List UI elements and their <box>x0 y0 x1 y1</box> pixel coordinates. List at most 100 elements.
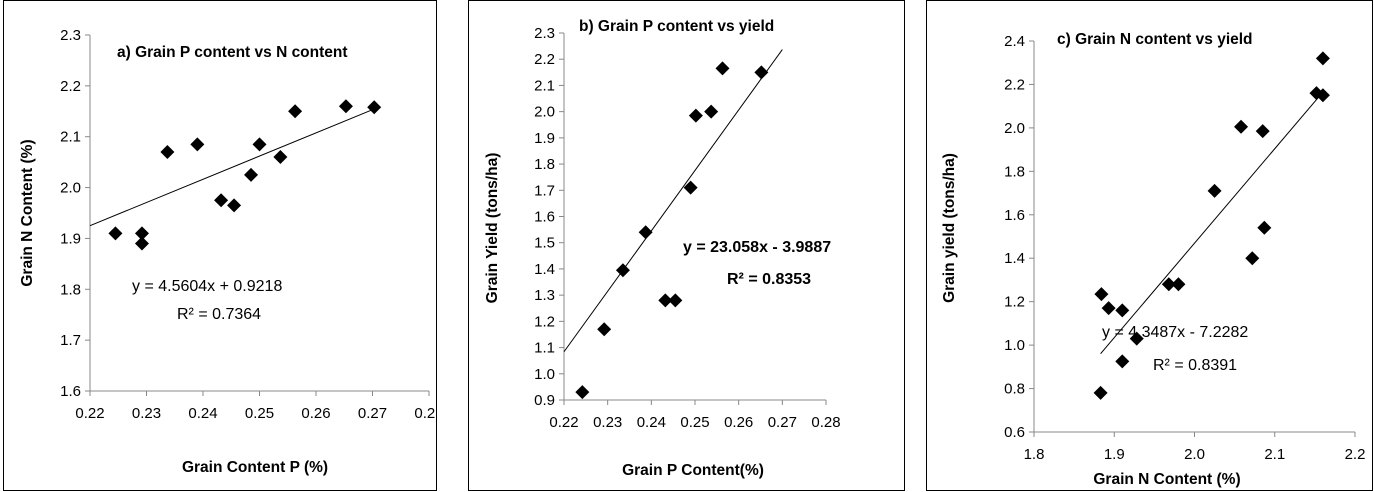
chart-b-y-tick-label: 1.5 <box>534 235 555 252</box>
chart-b-x-tick-label: 0.22 <box>549 414 578 431</box>
chart-panel-a: a) Grain P content vs N content y = 4.56… <box>3 0 437 491</box>
chart-b-x-tick-label: 0.25 <box>680 414 709 431</box>
chart-c-point <box>1245 251 1260 266</box>
chart-c-y-tick-label: 1.0 <box>1004 337 1025 354</box>
chart-c-title: c) Grain N content vs yield <box>1057 31 1253 48</box>
chart-c-x-tick-label: 2.2 <box>1345 446 1366 463</box>
chart-c-point <box>1161 277 1176 292</box>
chart-c-point <box>1207 183 1222 198</box>
chart-a-x-tick-label: 0.24 <box>188 405 217 422</box>
chart-b-point <box>638 225 653 240</box>
chart-b-point <box>668 293 683 308</box>
chart-b-svg: b) Grain P content vs yield y = 23.058x … <box>484 18 841 479</box>
chart-b-point <box>754 65 769 80</box>
chart-c-x-tick-label: 2.1 <box>1264 446 1285 463</box>
chart-c-point <box>1129 331 1144 346</box>
chart-c-y-tick-label: 2.0 <box>1004 120 1025 137</box>
chart-c-y-tick-label: 2.4 <box>1004 33 1025 50</box>
chart-c-y-tick-label: 0.6 <box>1004 424 1025 441</box>
chart-panel-b: b) Grain P content vs yield y = 23.058x … <box>468 0 905 491</box>
chart-b-y-tick-label: 1.9 <box>534 130 555 147</box>
chart-b-y-tick-label: 2.2 <box>534 51 555 68</box>
chart-b-xlabel: Grain P Content(%) <box>622 462 764 479</box>
chart-a-equation: y = 4.5604x + 0.9218 <box>132 278 282 295</box>
chart-c-point <box>1257 220 1272 235</box>
chart-b-point <box>688 108 703 123</box>
chart-c-y-tick-label: 1.8 <box>1004 163 1025 180</box>
chart-a-trendline <box>89 109 373 227</box>
chart-b-ylabel: Grain Yield (tons/ha) <box>484 153 501 304</box>
chart-b-y-tick-label: 1.6 <box>534 209 555 226</box>
chart-a-point <box>338 99 353 114</box>
chart-c-x-tick-label: 1.8 <box>1024 446 1045 463</box>
chart-a-x-tick-label: 0.28 <box>414 405 436 422</box>
chart-b-point <box>575 385 590 400</box>
chart-c-y-tick-label: 2.2 <box>1004 76 1025 93</box>
chart-a-y-tick-label: 1.6 <box>60 383 81 400</box>
chart-a-x-tick-label: 0.27 <box>358 405 387 422</box>
chart-b-y-tick-label: 2.0 <box>534 104 555 121</box>
chart-a-point <box>160 144 175 159</box>
chart-b-point <box>597 322 612 337</box>
chart-c-y-tick-label: 1.2 <box>1004 294 1025 311</box>
chart-b-x-tick-label: 0.23 <box>593 414 622 431</box>
chart-a-x-tick-label: 0.26 <box>301 405 330 422</box>
chart-b-title: b) Grain P content vs yield <box>579 18 774 35</box>
chart-c-y-tick-label: 0.8 <box>1004 381 1025 398</box>
chart-c-x-tick-label: 2.0 <box>1184 446 1205 463</box>
chart-a-point <box>252 137 267 152</box>
chart-a-xlabel: Grain Content P (%) <box>182 459 328 476</box>
chart-b-point <box>704 104 719 119</box>
chart-b-point <box>683 180 698 195</box>
chart-a-y-tick-label: 2.2 <box>60 78 81 95</box>
chart-b-y-tick-label: 1.1 <box>534 340 555 357</box>
chart-b-equation: y = 23.058x - 3.9887 <box>683 239 831 256</box>
chart-a-point <box>134 236 149 251</box>
chart-c-xlabel: Grain N Content (%) <box>1093 471 1240 488</box>
chart-a-x-tick-label: 0.23 <box>132 405 161 422</box>
chart-c-point <box>1171 277 1186 292</box>
chart-c-svg: c) Grain N content vs yield y = 4.3487x … <box>941 31 1366 488</box>
chart-a-point <box>134 226 149 241</box>
chart-b-y-tick-label: 1.2 <box>534 313 555 330</box>
chart-b-point <box>658 293 673 308</box>
chart-a-point <box>190 137 205 152</box>
chart-a-title: a) Grain P content vs N content <box>117 44 348 61</box>
chart-a-x-tick-label: 0.22 <box>75 405 104 422</box>
chart-c-point <box>1115 303 1130 318</box>
chart-a-point <box>108 226 123 241</box>
chart-c-x-tick-label: 1.9 <box>1104 446 1125 463</box>
chart-c-point <box>1115 354 1130 369</box>
chart-a-point <box>273 150 288 165</box>
chart-a-ylabel: Grain N Content (%) <box>19 139 36 286</box>
chart-a-point <box>227 198 242 213</box>
chart-c-point <box>1093 385 1108 400</box>
chart-c-trendline <box>1100 91 1324 355</box>
chart-b-y-tick-label: 1.4 <box>534 261 555 278</box>
chart-b-y-tick-label: 1.7 <box>534 182 555 199</box>
chart-b-point <box>615 263 630 278</box>
chart-c-r2: R² = 0.8391 <box>1153 357 1237 374</box>
chart-a-y-tick-label: 2.0 <box>60 180 81 197</box>
chart-c-point <box>1234 119 1249 134</box>
chart-a-y-tick-label: 2.3 <box>60 27 81 44</box>
chart-a-y-tick-label: 1.9 <box>60 230 81 247</box>
chart-b-point <box>715 61 730 76</box>
chart-b-y-tick-label: 1.0 <box>534 366 555 383</box>
chart-b-y-tick-label: 2.3 <box>534 25 555 42</box>
chart-a-point <box>367 100 382 115</box>
chart-b-x-tick-label: 0.27 <box>768 414 797 431</box>
chart-b-x-tick-label: 0.26 <box>724 414 753 431</box>
chart-c-y-tick-label: 1.4 <box>1004 250 1025 267</box>
chart-b-y-tick-label: 1.8 <box>534 156 555 173</box>
chart-b-trendline <box>563 49 783 353</box>
chart-b-y-tick-label: 2.1 <box>534 77 555 94</box>
chart-a-point <box>214 193 229 208</box>
chart-a-x-tick-label: 0.25 <box>245 405 274 422</box>
chart-a-r2: R² = 0.7364 <box>177 306 261 323</box>
chart-c-point <box>1315 51 1330 66</box>
chart-c-point <box>1094 287 1109 302</box>
chart-b-y-tick-label: 0.9 <box>534 392 555 409</box>
chart-panel-c: c) Grain N content vs yield y = 4.3487x … <box>926 0 1373 491</box>
chart-b-x-tick-label: 0.24 <box>637 414 666 431</box>
